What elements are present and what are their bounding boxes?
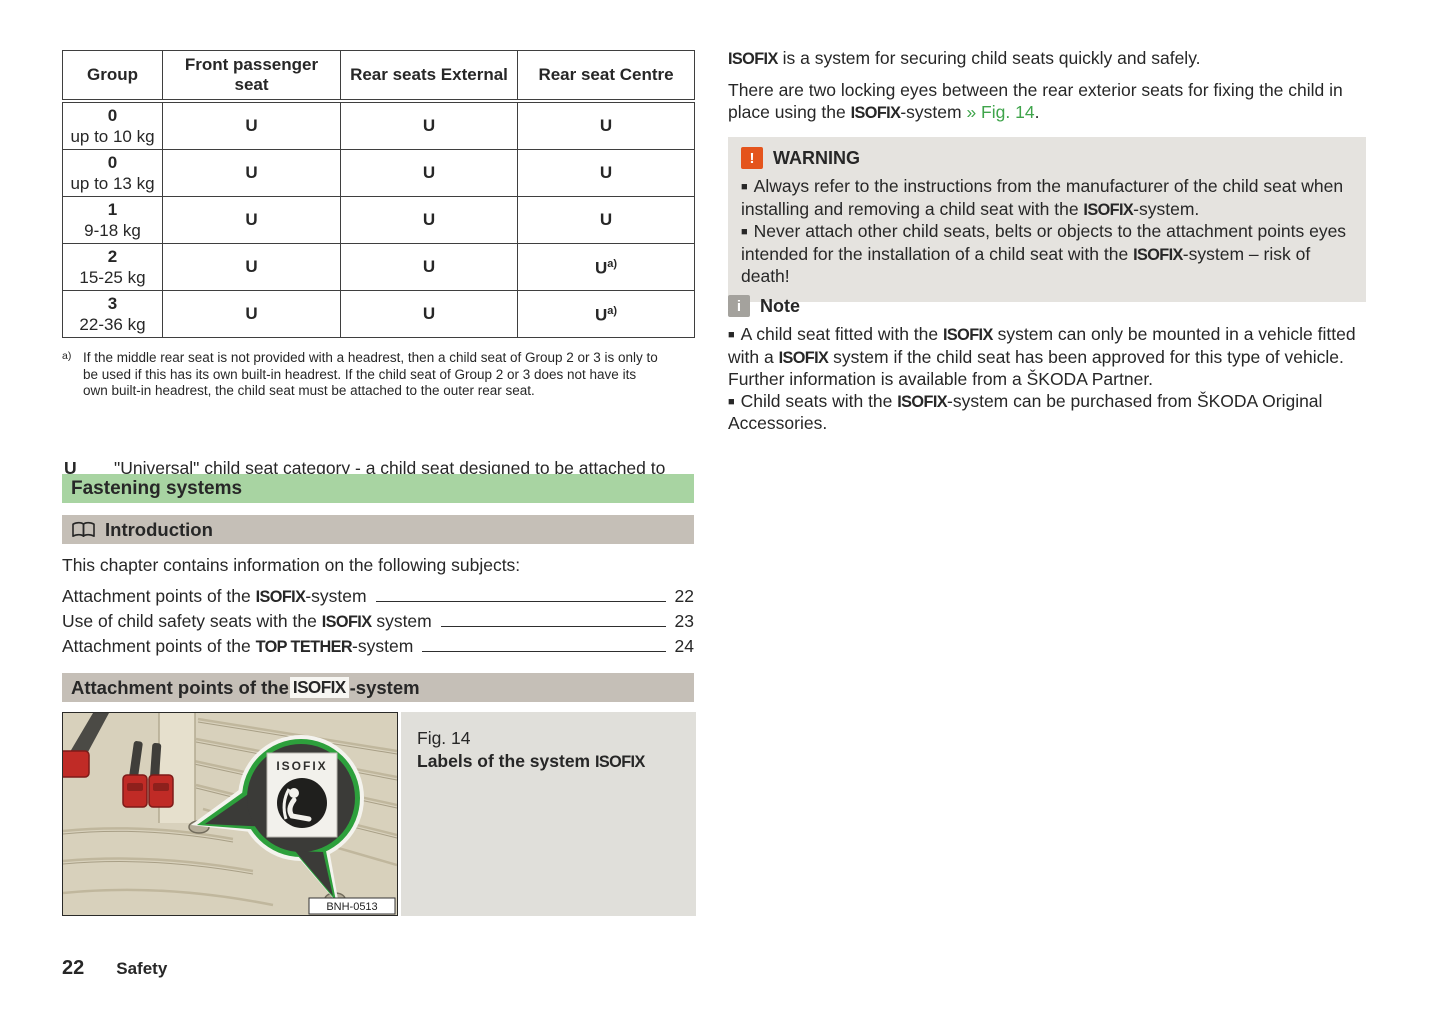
cell-rear-ext: U bbox=[340, 289, 518, 338]
toc-item[interactable]: Use of child safety seats with the ISOFI… bbox=[62, 611, 694, 631]
cell-rear-ext: U bbox=[340, 242, 518, 291]
cell-front: U bbox=[162, 195, 341, 244]
group-cell: 0 up to 13 kg bbox=[62, 148, 163, 197]
cell-rear-ext: U bbox=[340, 195, 518, 244]
isofix-intro-paragraph: ISOFIX is a system for securing child se… bbox=[728, 48, 1201, 68]
page-number: 22 bbox=[62, 957, 85, 979]
group-cell: 2 15-25 kg bbox=[62, 242, 163, 291]
chapter-title: Fastening systems bbox=[71, 477, 243, 499]
warning-bullet: ■ Always refer to the instructions from t… bbox=[741, 176, 1344, 219]
chapter-bar-fastening-systems: Fastening systems bbox=[62, 474, 694, 503]
cell-rear-centre: Ua) bbox=[517, 242, 695, 291]
toc-leader-line bbox=[422, 651, 666, 652]
note-section: i Note ■ A child seat fitted with the ISO… bbox=[728, 295, 1368, 435]
figure-link[interactable]: » Fig. 14 bbox=[966, 101, 1035, 122]
cell-rear-centre: U bbox=[517, 148, 695, 197]
section-title: Introduction bbox=[105, 518, 213, 540]
section-bar-attachment-points: Attachment points of the ISOFIX -system bbox=[62, 673, 694, 702]
footnote-ref: a) bbox=[607, 305, 618, 318]
col-header-group: Group bbox=[62, 50, 163, 103]
toc-page-number: 24 bbox=[674, 636, 694, 656]
chapter-toc: Attachment points of the ISOFIX-system 2… bbox=[62, 584, 694, 659]
toc-label: Attachment points of the bbox=[62, 636, 256, 656]
cell-rear-ext: U bbox=[340, 100, 518, 150]
bullet-icon: ■ bbox=[741, 181, 748, 193]
figure-image: ISOFIX BNH-0513 bbox=[56, 712, 398, 916]
rear-seat-illustration: ISOFIX BNH-0513 bbox=[56, 713, 398, 915]
table-row: 3 22-36 kg U U Ua) bbox=[62, 289, 695, 338]
table-row: 2 15-25 kg U U Ua) bbox=[62, 242, 695, 291]
cell-rear-centre: U bbox=[517, 195, 695, 244]
note-title: Note bbox=[760, 295, 800, 316]
footnote-marker: a) bbox=[62, 350, 72, 362]
toc-leader-line bbox=[375, 601, 666, 602]
col-header-front: Front passenger seat bbox=[162, 50, 341, 103]
figure-caption: Fig. 14 Labels of the system ISOFIX bbox=[401, 712, 696, 916]
toc-page-number: 23 bbox=[674, 611, 694, 631]
cell-rear-centre: U bbox=[517, 100, 695, 150]
figure-caption-text: Labels of the system ISOFIX bbox=[417, 751, 645, 771]
footer-section-title: Safety bbox=[116, 959, 168, 978]
note-bullets: ■ A child seat fitted with the ISOFIX sys… bbox=[728, 324, 1368, 435]
warning-title: WARNING bbox=[773, 147, 860, 168]
seat-suitability-table: Group Front passenger seat Rear seats Ex… bbox=[62, 50, 695, 338]
open-book-icon bbox=[71, 521, 96, 539]
cell-front: U bbox=[162, 289, 341, 338]
warning-icon: ! bbox=[741, 147, 763, 169]
warning-bullet: ■ Never attach other child seats, belts o… bbox=[741, 221, 1347, 286]
note-bullet: ■ A child seat fitted with the ISOFIX sys… bbox=[728, 324, 1356, 389]
seat-table-block: Group Front passenger seat Rear seats Ex… bbox=[62, 50, 695, 338]
locking-eyes-paragraph: There are two locking eyes between the r… bbox=[728, 80, 1343, 122]
table-row: 0 up to 10 kg U U U bbox=[62, 100, 695, 150]
footnote-ref: a) bbox=[607, 258, 618, 271]
cell-rear-ext: U bbox=[340, 148, 518, 197]
cell-front: U bbox=[162, 100, 341, 150]
bubble-isofix-label: ISOFIX bbox=[276, 759, 327, 773]
note-title-row: i Note bbox=[728, 295, 1368, 317]
cell-front: U bbox=[162, 242, 341, 291]
image-code: BNH-0513 bbox=[326, 901, 377, 913]
figure-label: Fig. 14 bbox=[417, 728, 471, 748]
toc-leader-line bbox=[440, 626, 666, 627]
toc-label: Attachment points of the bbox=[62, 586, 256, 606]
bullet-icon: ■ bbox=[728, 329, 735, 341]
toc-label: Use of child safety seats with the bbox=[62, 611, 322, 631]
warning-title-row: ! WARNING bbox=[741, 147, 1353, 169]
intro-line: This chapter contains information on the… bbox=[62, 555, 521, 575]
note-icon: i bbox=[728, 295, 750, 317]
section-bar-introduction: Introduction bbox=[62, 515, 694, 544]
footnote-text: If the middle rear seat is not provided … bbox=[83, 350, 658, 398]
group-cell: 1 9-18 kg bbox=[62, 195, 163, 244]
table-row: 0 up to 13 kg U U U bbox=[62, 148, 695, 197]
page-footer: 22 Safety bbox=[62, 957, 167, 980]
legend-symbol: U bbox=[64, 457, 77, 478]
bullet-icon: ■ bbox=[741, 226, 748, 238]
toc-item[interactable]: Attachment points of the ISOFIX-system 2… bbox=[62, 586, 694, 606]
figure-14: ISOFIX BNH-0513 Fig. 14 Labels of the sy… bbox=[56, 712, 696, 916]
col-header-rear-ext: Rear seats External bbox=[340, 50, 518, 103]
toc-item[interactable]: Attachment points of the TOP TETHER-syst… bbox=[62, 636, 694, 656]
table-header-row: Group Front passenger seat Rear seats Ex… bbox=[62, 50, 695, 103]
group-cell: 0 up to 10 kg bbox=[62, 100, 163, 150]
note-bullet: ■ Child seats with the ISOFIX-system can … bbox=[728, 390, 1323, 434]
toc-page-number: 22 bbox=[674, 586, 694, 606]
table-footnote: a) If the middle rear seat is not provid… bbox=[62, 350, 662, 400]
warning-box: ! WARNING ■ Always refer to the instructi… bbox=[728, 137, 1366, 302]
bullet-icon: ■ bbox=[728, 395, 735, 408]
table-row: 1 9-18 kg U U U bbox=[62, 195, 695, 244]
col-header-rear-centre: Rear seat Centre bbox=[517, 50, 695, 103]
cell-rear-centre: Ua) bbox=[517, 289, 695, 338]
warning-bullets: ■ Always refer to the instructions from t… bbox=[741, 176, 1353, 288]
group-cell: 3 22-36 kg bbox=[62, 289, 163, 338]
cell-front: U bbox=[162, 148, 341, 197]
isofix-highlight: ISOFIX bbox=[289, 677, 349, 698]
